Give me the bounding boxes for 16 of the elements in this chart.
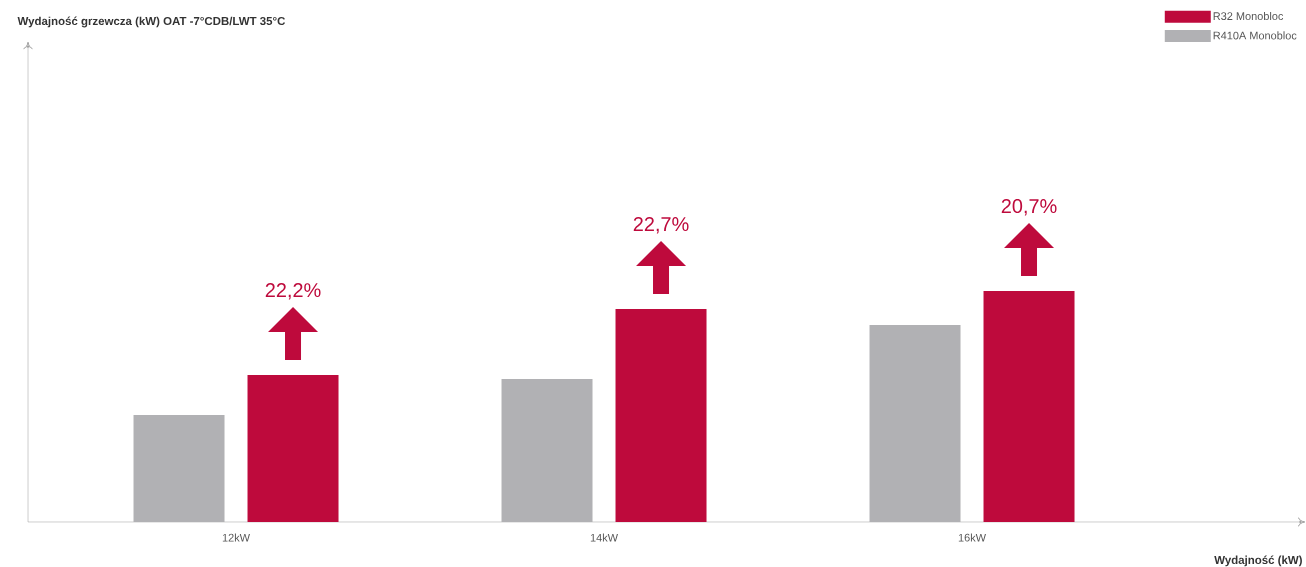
bar [615, 309, 707, 522]
bar [133, 415, 225, 522]
text: Wydajność grzewcza (kW) OAT -7°CDB/LWT 35°C [17, 16, 286, 28]
annotation: 22,2% [265, 283, 321, 300]
legend-label: R32 Monobloc [1213, 11, 1284, 20]
text: 20,7% [1001, 199, 1057, 216]
bar [501, 379, 593, 522]
x-axis-title: Wydajność (kW) [1214, 555, 1302, 567]
bar [869, 324, 961, 522]
x-tick-label: 16kW [958, 533, 986, 542]
x-tick-label: 14kW [590, 533, 618, 542]
text: 22,7% [633, 217, 689, 234]
bar [247, 375, 339, 522]
bar [983, 290, 1075, 522]
legend-label: R410A Monobloc [1213, 31, 1297, 40]
x-tick-label: 12kW [222, 533, 250, 542]
